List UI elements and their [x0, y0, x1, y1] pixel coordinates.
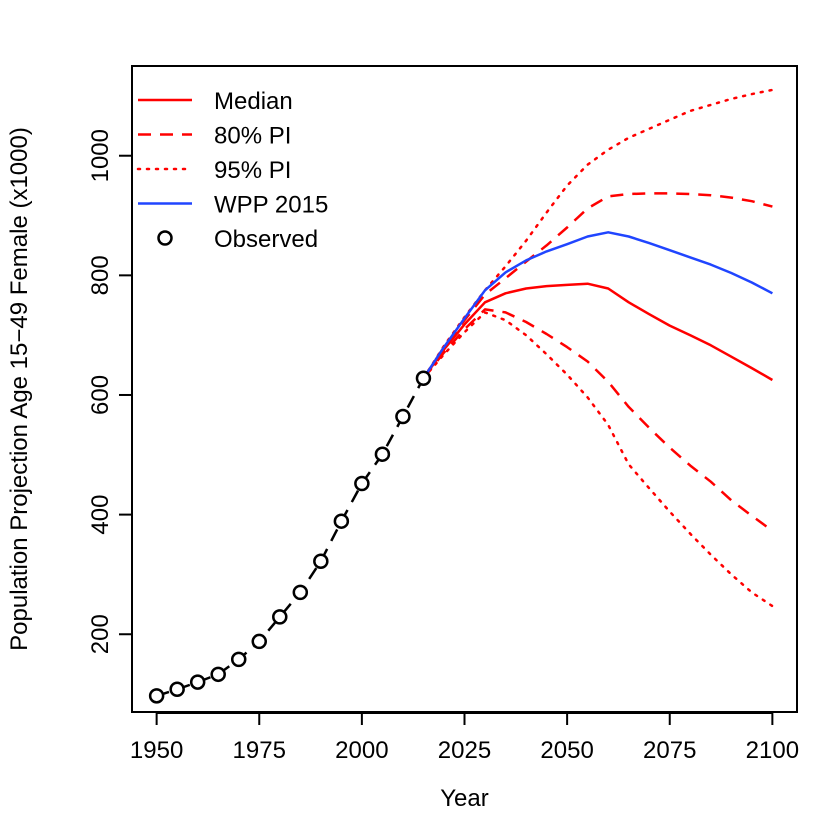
y-tick-label: 200 — [87, 614, 114, 654]
y-tick-label: 800 — [87, 255, 114, 295]
series-line-80-pi-lower — [422, 308, 774, 532]
legend-item-80-pi: 80% PI — [138, 123, 291, 150]
series-line-median — [422, 282, 774, 382]
series-layer — [422, 88, 774, 608]
x-axis-label: Year — [440, 785, 489, 812]
legend-label: 95% PI — [214, 157, 291, 184]
observed-point — [210, 666, 226, 683]
observed-point — [272, 609, 288, 625]
y-tick-label: 1000 — [87, 129, 114, 182]
series-line-95-pi-lower — [422, 311, 774, 608]
x-axis: 1950 1975 2000 2025 2050 2075 2100 — [130, 712, 799, 764]
legend-item-median: Median — [138, 88, 293, 115]
observed-layer — [148, 370, 432, 704]
x-tick-label: 2025 — [438, 737, 491, 764]
observed-point — [354, 475, 370, 492]
legend-label: WPP 2015 — [214, 192, 328, 219]
legend-label: Median — [214, 88, 293, 115]
series-line-wpp-2015 — [422, 231, 773, 379]
legend-item-observed: Observed — [157, 226, 318, 253]
observed-point — [374, 446, 391, 462]
legend-label: 80% PI — [214, 123, 291, 150]
legend-label: Observed — [214, 226, 318, 253]
observed-point — [415, 370, 432, 386]
observed-point — [333, 513, 350, 529]
y-axis-label: Population Projection Age 15−49 Female (… — [6, 127, 33, 651]
series-line-80-pi-upper — [422, 192, 773, 379]
x-tick-label: 2050 — [540, 737, 593, 764]
y-axis: 200 400 600 800 1000 — [87, 129, 133, 654]
x-tick-label: 1950 — [130, 737, 183, 764]
observed-point — [230, 651, 247, 668]
observed-point — [169, 681, 185, 698]
observed-connector-line — [156, 377, 425, 698]
legend: Median 80% PI 95% PI WPP 2015 Observed — [136, 88, 328, 253]
legend-swatch — [157, 230, 173, 246]
x-tick-label: 2100 — [746, 737, 799, 764]
observed-point — [148, 688, 165, 704]
legend-item-95-pi: 95% PI — [136, 157, 291, 184]
observed-point — [189, 674, 206, 690]
legend-item-wpp-2015: WPP 2015 — [138, 192, 328, 219]
x-tick-label: 2000 — [335, 737, 388, 764]
observed-point — [292, 584, 309, 601]
x-tick-label: 1975 — [233, 737, 286, 764]
observed-point — [251, 633, 268, 650]
y-tick-label: 600 — [87, 375, 114, 415]
observed-point — [395, 408, 411, 425]
y-tick-label: 400 — [87, 495, 114, 535]
observed-point — [313, 553, 329, 570]
x-tick-label: 2075 — [643, 737, 696, 764]
